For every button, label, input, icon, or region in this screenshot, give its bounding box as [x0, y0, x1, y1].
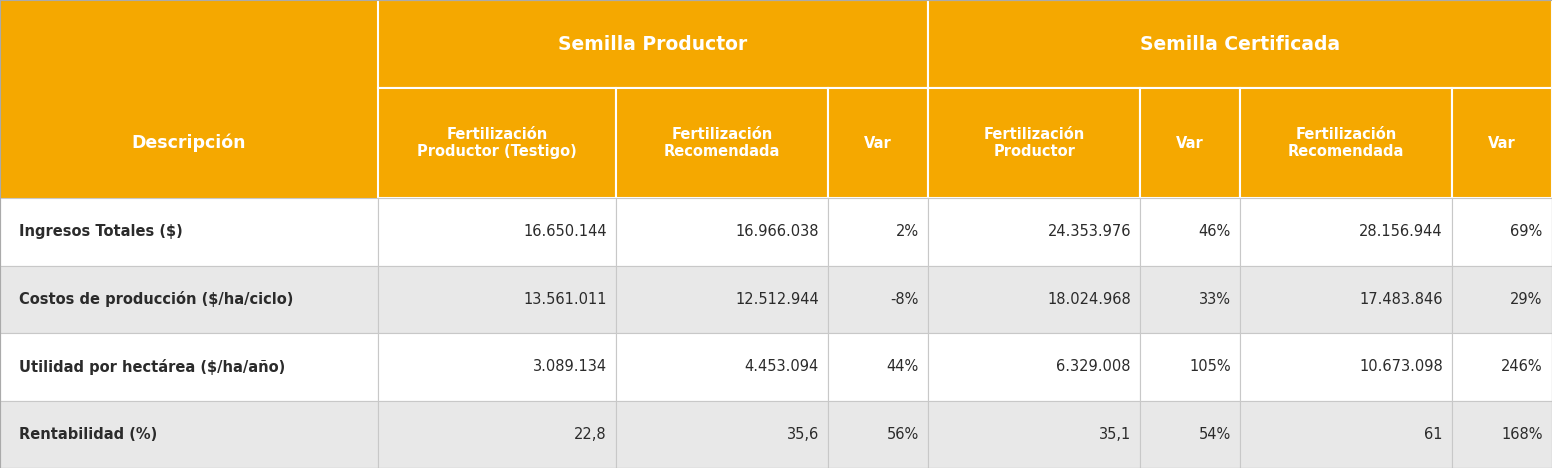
Text: 35,6: 35,6 — [787, 427, 819, 442]
Text: Fertilización
Recomendada: Fertilización Recomendada — [664, 127, 781, 159]
Bar — [1453, 88, 1552, 198]
Bar — [379, 401, 616, 468]
Bar — [829, 401, 928, 468]
Text: 61: 61 — [1425, 427, 1443, 442]
Bar — [928, 333, 1141, 401]
Bar — [1141, 401, 1240, 468]
Bar — [928, 401, 1141, 468]
Bar — [1240, 88, 1453, 198]
Bar — [829, 198, 928, 265]
Text: Fertilización
Productor (Testigo): Fertilización Productor (Testigo) — [417, 127, 577, 159]
Text: 168%: 168% — [1501, 427, 1543, 442]
Bar — [616, 88, 829, 198]
Bar — [1453, 333, 1552, 401]
Bar — [0, 0, 379, 198]
Bar — [928, 88, 1141, 198]
Bar — [1453, 265, 1552, 333]
Bar — [616, 401, 829, 468]
Bar — [1453, 198, 1552, 265]
Text: 13.561.011: 13.561.011 — [523, 292, 607, 307]
Bar — [829, 333, 928, 401]
Text: 17.483.846: 17.483.846 — [1360, 292, 1443, 307]
Bar — [616, 198, 829, 265]
Bar — [1141, 198, 1240, 265]
Text: 69%: 69% — [1510, 224, 1543, 239]
Text: -8%: -8% — [891, 292, 919, 307]
Bar — [616, 265, 829, 333]
Bar — [0, 401, 379, 468]
Bar — [0, 198, 379, 265]
Bar — [1141, 333, 1240, 401]
Bar — [616, 333, 829, 401]
Bar — [1141, 88, 1240, 198]
Text: 246%: 246% — [1501, 359, 1543, 374]
Text: Descripción: Descripción — [132, 134, 247, 152]
Text: 16.650.144: 16.650.144 — [523, 224, 607, 239]
Text: Var: Var — [1176, 136, 1204, 151]
Text: 22,8: 22,8 — [574, 427, 607, 442]
Bar — [928, 198, 1141, 265]
Text: Ingresos Totales ($): Ingresos Totales ($) — [19, 224, 183, 239]
Bar — [1453, 401, 1552, 468]
Text: 6.329.008: 6.329.008 — [1057, 359, 1131, 374]
Text: 105%: 105% — [1189, 359, 1231, 374]
Bar — [829, 88, 928, 198]
Bar — [1141, 265, 1240, 333]
Text: 16.966.038: 16.966.038 — [736, 224, 819, 239]
Text: 54%: 54% — [1198, 427, 1231, 442]
Text: 29%: 29% — [1510, 292, 1543, 307]
Bar — [1240, 198, 1453, 265]
Text: Var: Var — [864, 136, 892, 151]
Text: 28.156.944: 28.156.944 — [1360, 224, 1443, 239]
Bar — [928, 0, 1552, 88]
Text: Fertilización
Recomendada: Fertilización Recomendada — [1288, 127, 1405, 159]
Text: 24.353.976: 24.353.976 — [1048, 224, 1131, 239]
Text: Semilla Certificada: Semilla Certificada — [1139, 35, 1339, 53]
Bar — [0, 265, 379, 333]
Text: 12.512.944: 12.512.944 — [736, 292, 819, 307]
Bar — [379, 265, 616, 333]
Bar — [379, 198, 616, 265]
Text: 46%: 46% — [1198, 224, 1231, 239]
Bar — [1240, 333, 1453, 401]
Text: Var: Var — [1488, 136, 1516, 151]
Bar — [829, 265, 928, 333]
Text: 10.673.098: 10.673.098 — [1360, 359, 1443, 374]
Text: 18.024.968: 18.024.968 — [1048, 292, 1131, 307]
Bar — [379, 0, 928, 88]
Text: Utilidad por hectárea ($/ha/año): Utilidad por hectárea ($/ha/año) — [19, 359, 286, 375]
Text: 3.089.134: 3.089.134 — [532, 359, 607, 374]
Text: Fertilización
Productor: Fertilización Productor — [984, 127, 1085, 159]
Text: Rentabilidad (%): Rentabilidad (%) — [19, 427, 157, 442]
Bar — [379, 88, 616, 198]
Text: 56%: 56% — [886, 427, 919, 442]
Text: Costos de producción ($/ha/ciclo): Costos de producción ($/ha/ciclo) — [19, 291, 293, 307]
Text: 2%: 2% — [896, 224, 919, 239]
Bar — [1240, 401, 1453, 468]
Text: Semilla Productor: Semilla Productor — [559, 35, 748, 53]
Text: 33%: 33% — [1198, 292, 1231, 307]
Bar — [379, 333, 616, 401]
Text: 35,1: 35,1 — [1099, 427, 1131, 442]
Text: 4.453.094: 4.453.094 — [745, 359, 819, 374]
Bar — [379, 0, 928, 88]
Bar — [928, 265, 1141, 333]
Bar — [0, 333, 379, 401]
Bar — [1240, 265, 1453, 333]
Text: 44%: 44% — [886, 359, 919, 374]
